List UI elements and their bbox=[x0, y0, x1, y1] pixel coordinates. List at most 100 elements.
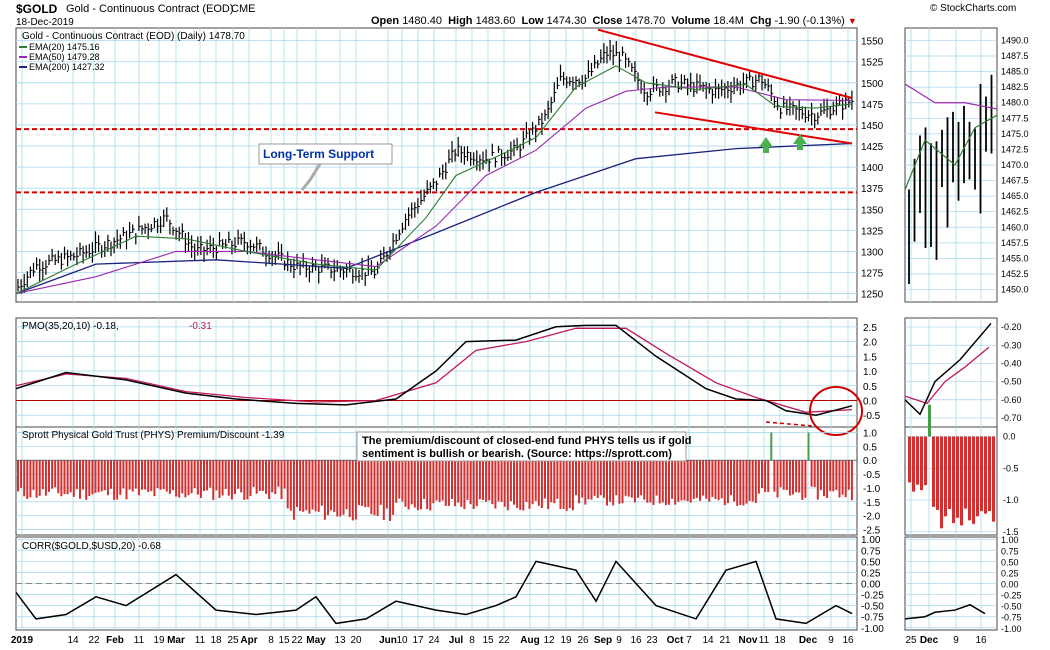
phys-bar bbox=[416, 460, 419, 511]
corr-zoom-line bbox=[904, 603, 986, 620]
phys-bar bbox=[835, 460, 838, 490]
phys-bar bbox=[447, 460, 450, 506]
x-tick-label: 16 bbox=[842, 635, 854, 646]
corr-label: CORR($GOLD,$USD,20) -0.68 bbox=[22, 541, 161, 552]
phys-bar bbox=[240, 460, 243, 493]
corr-zoom-y-tick: 0.50 bbox=[1001, 557, 1019, 567]
x-tick-label: 7 bbox=[686, 635, 692, 646]
phys-bar bbox=[395, 460, 398, 503]
x-tick-label: Jun bbox=[379, 635, 397, 646]
phys-zoom-bar bbox=[952, 436, 955, 524]
phys-zoom-bar bbox=[984, 436, 987, 514]
phys-bar bbox=[516, 460, 519, 508]
phys-bar bbox=[252, 460, 255, 487]
pmo-zoom-y-tick: -0.50 bbox=[1001, 377, 1022, 387]
phys-bar bbox=[75, 460, 78, 490]
price-y-tick: 1525 bbox=[861, 58, 884, 69]
ema20-line bbox=[15, 65, 853, 295]
x-tick-label: Nov bbox=[739, 635, 758, 646]
phys-bar bbox=[358, 460, 360, 506]
phys-bar bbox=[17, 460, 19, 492]
phys-bar bbox=[29, 460, 32, 498]
phys-bar bbox=[385, 460, 388, 509]
phys-bar bbox=[339, 460, 342, 517]
phys-bar bbox=[141, 460, 143, 490]
phys-bar bbox=[184, 460, 187, 498]
corr-zoom-y-tick: 0.00 bbox=[1001, 580, 1019, 590]
phys-bar bbox=[534, 460, 537, 501]
x-tick-label: Jul bbox=[449, 635, 464, 646]
phys-y-tick: -1.0 bbox=[863, 484, 881, 495]
phys-bar bbox=[674, 460, 677, 505]
x-tick-label: 18 bbox=[210, 635, 222, 646]
phys-bar bbox=[401, 460, 404, 502]
price-y-tick: 1300 bbox=[861, 247, 884, 258]
phys-bar bbox=[100, 460, 103, 492]
phys-bar bbox=[661, 460, 664, 503]
phys-bar bbox=[85, 460, 88, 500]
x-tick-label: 8 bbox=[469, 635, 475, 646]
corr-zoom-y-tick: -0.75 bbox=[1001, 613, 1022, 623]
phys-zoom-bar bbox=[920, 436, 923, 491]
phys-zoom-bar bbox=[936, 436, 939, 510]
x-tick-label: 21 bbox=[719, 635, 731, 646]
corr-y-tick: 0.25 bbox=[861, 568, 881, 579]
phys-bar bbox=[289, 460, 292, 511]
phys-bar bbox=[168, 460, 171, 494]
phys-bar bbox=[816, 460, 819, 500]
pmo-y-tick: 0.5 bbox=[863, 382, 877, 393]
phys-bar bbox=[680, 460, 683, 501]
annotation-long-term-support: Long-Term Support bbox=[263, 147, 374, 161]
phys-zoom-y-tick: -1.0 bbox=[1003, 495, 1019, 505]
phys-bar bbox=[72, 460, 75, 497]
phys-bar bbox=[757, 460, 760, 494]
phys-bar bbox=[531, 460, 534, 505]
pmo-y-tick: -0.5 bbox=[863, 411, 881, 422]
chart-exchange: CME bbox=[231, 3, 256, 15]
pmo-y-tick: 1.5 bbox=[863, 352, 877, 363]
zoom-x-tick-label: Dec bbox=[920, 635, 939, 646]
x-tick-label: 12 bbox=[543, 635, 555, 646]
phys-bar bbox=[246, 460, 249, 500]
phys-bar bbox=[544, 460, 546, 499]
phys-zoom-bar bbox=[924, 436, 927, 486]
chg-value: -1.90 (-0.13%) bbox=[774, 15, 845, 27]
zoom-y-tick: 1485.0 bbox=[1001, 67, 1029, 77]
price-y-tick: 1500 bbox=[861, 79, 884, 90]
phys-bar bbox=[847, 460, 850, 490]
price-y-tick: 1350 bbox=[861, 205, 884, 216]
phys-bar bbox=[48, 460, 50, 492]
phys-bar bbox=[671, 460, 674, 499]
phys-bar bbox=[373, 460, 376, 516]
phys-bar bbox=[587, 460, 590, 500]
pmo-zoom-y-tick: -0.40 bbox=[1001, 358, 1022, 368]
zoom-y-tick: 1460.0 bbox=[1001, 222, 1029, 232]
x-tick-label: 10 bbox=[396, 635, 408, 646]
x-tick-label: 24 bbox=[428, 635, 440, 646]
phys-bar bbox=[819, 460, 822, 491]
phys-y-tick: -1.5 bbox=[863, 498, 881, 509]
phys-bar bbox=[788, 460, 791, 496]
phys-y-tick: -2.5 bbox=[863, 525, 881, 536]
phys-bar bbox=[199, 460, 202, 498]
phys-bar bbox=[249, 460, 252, 497]
zoom-y-tick: 1490.0 bbox=[1001, 35, 1029, 45]
zoom-y-tick: 1462.5 bbox=[1001, 207, 1029, 217]
phys-bar bbox=[351, 460, 354, 521]
phys-bar bbox=[782, 460, 785, 490]
phys-bar bbox=[606, 460, 608, 506]
price-y-tick: 1250 bbox=[861, 290, 884, 301]
pmo-zoom-frame bbox=[904, 317, 998, 428]
phys-bar bbox=[243, 460, 246, 500]
phys-bar bbox=[792, 460, 794, 495]
phys-bar bbox=[206, 460, 209, 491]
phys-bar bbox=[621, 460, 624, 504]
phys-bar bbox=[460, 460, 463, 507]
phys-bar bbox=[119, 460, 122, 495]
phys-bar bbox=[767, 460, 770, 493]
phys-bar bbox=[609, 460, 612, 502]
phys-bar bbox=[745, 460, 748, 504]
pmo-zoom-y-tick: -0.20 bbox=[1001, 322, 1022, 332]
price-y-tick: 1425 bbox=[861, 142, 884, 153]
phys-bar bbox=[51, 460, 54, 489]
